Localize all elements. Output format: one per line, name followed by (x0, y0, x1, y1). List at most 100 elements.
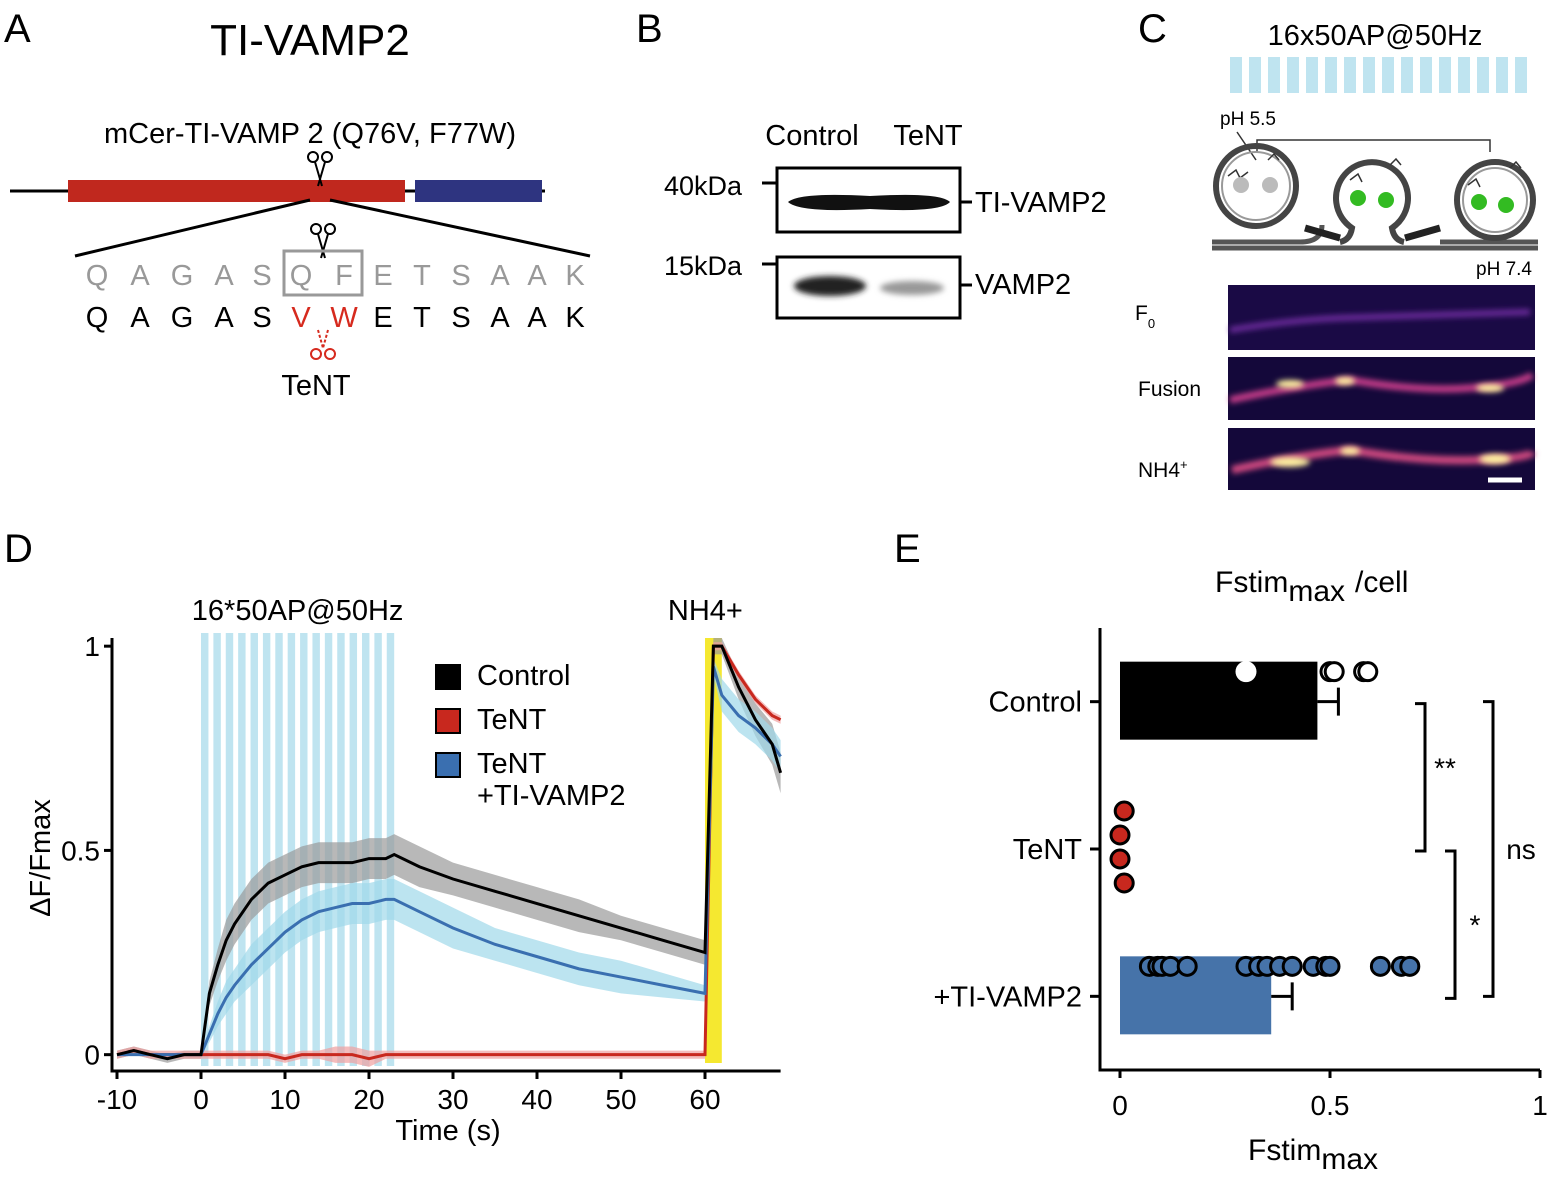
x-axis-label: Time (s) (395, 1115, 500, 1147)
data-point (1109, 824, 1131, 846)
nh4-band (705, 638, 722, 1063)
vesicle-dye (1233, 177, 1249, 193)
legend-swatch (435, 708, 461, 734)
zoom-lines (74, 198, 591, 258)
y-axis-label: ΔF/Fmax (25, 799, 57, 917)
legend-entry: TeNT (435, 704, 626, 736)
sequence-letter: Q (86, 302, 109, 334)
stimulus-stripe (1496, 57, 1508, 93)
chart-d: 16*50AP@50Hz NH4+ 0 0.5 1 -10 0 10 20 30 40 50 60 Tim… (25, 595, 783, 1147)
sequence-letter: T (413, 260, 431, 292)
error-bar (1271, 982, 1294, 1011)
blot-band (788, 194, 950, 211)
stimulus-stripe (1401, 57, 1413, 93)
legend: Control TeNT TeNT +TI-VAMP2 (435, 660, 626, 824)
stimulus-stripe (1287, 57, 1299, 93)
series-line (116, 644, 783, 1061)
toxin-label: TeNT (281, 370, 351, 402)
sequence-letter: S (252, 302, 271, 334)
stimulus-label: 16*50AP@50Hz (192, 595, 404, 627)
construct-label: mCer-TI-VAMP 2 (Q76V, F77W) (104, 118, 516, 150)
legend-label: TeNT +TI-VAMP2 (477, 748, 626, 812)
panel-letter: E (894, 527, 921, 571)
data-point (1369, 955, 1391, 977)
sequence-letter: F (335, 260, 353, 292)
title-part: Fstim (1215, 566, 1288, 599)
sequence-letter: E (373, 302, 392, 334)
sequence-letter: S (252, 260, 271, 292)
sequence-letter: Q (290, 260, 313, 292)
row-label: Fusion (1138, 378, 1201, 401)
legend-swatch (435, 752, 461, 778)
ph-label: pH 5.5 (1220, 109, 1276, 130)
vesicle-dye (1350, 190, 1366, 206)
significance-label: ** (1434, 752, 1456, 783)
stimulus-bar (250, 633, 258, 1066)
significance-label: ns (1506, 834, 1536, 865)
data-point (1113, 872, 1135, 894)
x-tick-label: 30 (437, 1084, 468, 1115)
data-point (1109, 848, 1131, 870)
label-part: max (1321, 1143, 1378, 1176)
x-tick-label: 60 (689, 1084, 720, 1115)
significance-label: * (1470, 910, 1481, 941)
mutation-box (282, 249, 364, 297)
sequence-letter: G (171, 260, 194, 292)
stimulus-label: 16x50AP@50Hz (1268, 20, 1483, 52)
sequence-letter: G (171, 302, 194, 334)
sequence-letter: T (413, 302, 431, 334)
legend-entry: TeNT +TI-VAMP2 (435, 748, 626, 812)
sequence-letter: S (451, 260, 470, 292)
blot-ticks (762, 181, 972, 287)
x-tick-label: 1 (1532, 1090, 1548, 1121)
sequence-letter: K (565, 302, 585, 334)
data-point (1176, 955, 1198, 977)
axis (110, 638, 781, 1073)
x-tick-label: 10 (269, 1084, 300, 1115)
blot-band (794, 276, 866, 296)
stimulus-bar (262, 633, 271, 1066)
x-tick-label: -10 (97, 1084, 137, 1115)
sequence-letter: A (490, 302, 510, 334)
sequence-letter: S (451, 302, 470, 334)
row-label: F0 (1135, 302, 1155, 331)
vamp-domain (68, 180, 405, 202)
image-puncta (1270, 377, 1511, 467)
title-part: /cell (1355, 566, 1408, 599)
stimulus-bar (275, 633, 283, 1066)
stimulus-stripe (1344, 57, 1356, 93)
lane-label: Control (765, 120, 859, 152)
x-tick-label: 0.5 (1311, 1090, 1350, 1121)
row-label: NH4+ (1138, 457, 1188, 482)
category-label: +TI-VAMP2 (933, 981, 1082, 1013)
panel-letter: D (4, 527, 33, 571)
data-point (1357, 661, 1379, 683)
vesicle-dye (1378, 192, 1394, 208)
sequence-letter: A (527, 260, 547, 292)
y-tick-label: 0.5 (61, 835, 100, 866)
stimulus-stripe (1268, 57, 1280, 93)
axis (1098, 628, 1540, 1072)
sequence-letter: K (565, 260, 585, 292)
marker-label: 40kDa (664, 171, 743, 201)
label-part: Fstim (1248, 1134, 1321, 1167)
stimulus-bar (201, 633, 209, 1066)
title-part: max (1288, 575, 1345, 608)
bar (1120, 661, 1318, 740)
stimulus-stripe (1515, 57, 1527, 93)
stimulus-stripe (1306, 57, 1318, 93)
error-bar (1317, 687, 1340, 716)
blot-label: VAMP2 (975, 269, 1071, 301)
sequence-letter: E (373, 260, 392, 292)
data-point (1113, 800, 1135, 822)
stimulus-stripe (1363, 57, 1375, 93)
sequence-letter: A (130, 302, 150, 334)
legend-entry: Control (435, 660, 626, 692)
y-tick-label: 0 (84, 1040, 100, 1071)
panel-letter: C (1138, 7, 1167, 51)
vesicle-dye (1498, 197, 1514, 213)
panel-letter: B (636, 7, 663, 51)
